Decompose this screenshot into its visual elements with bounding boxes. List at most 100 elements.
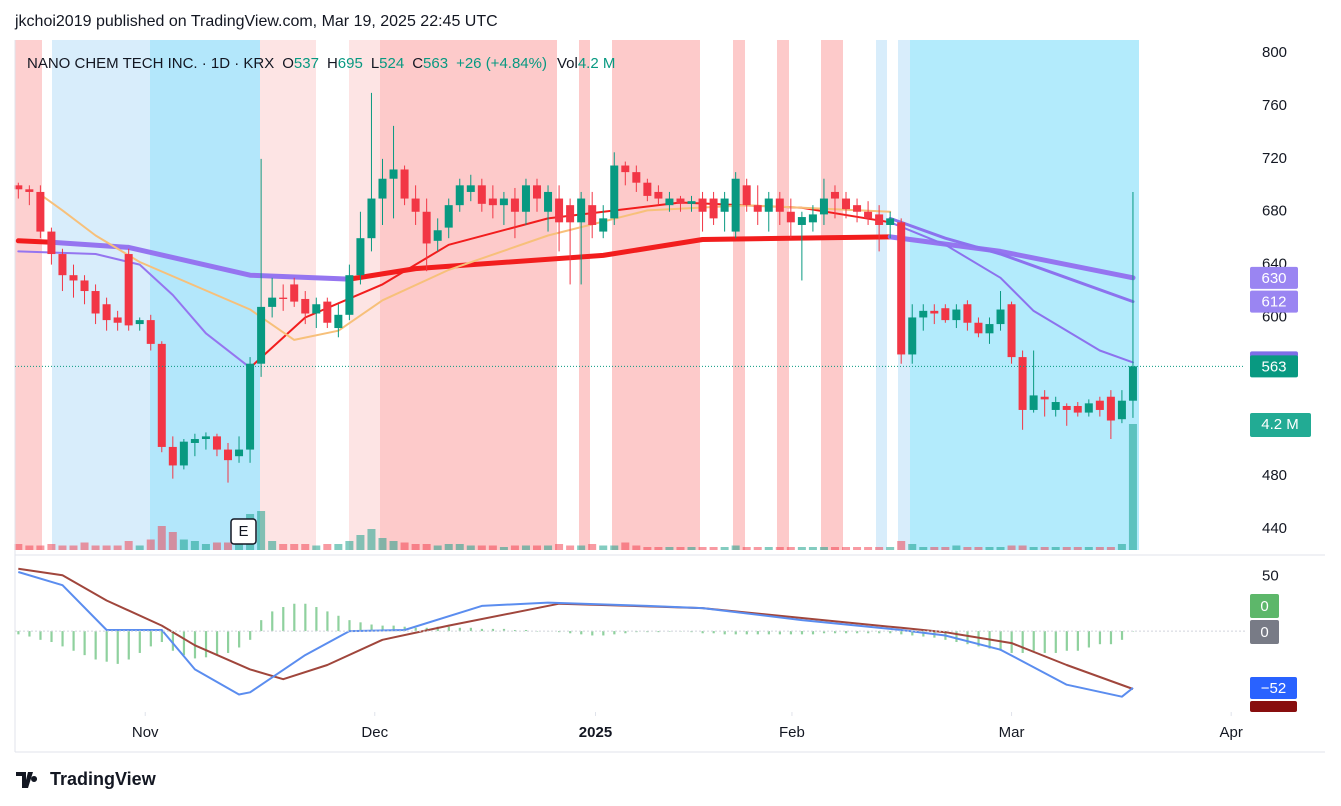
histogram-bar [889,631,892,634]
x-tick-label: Apr [1219,724,1242,741]
candle-body [47,231,56,255]
volume-bar [544,545,553,550]
candle-body [533,185,542,199]
histogram-bar [381,625,384,632]
candle-body [1084,403,1093,413]
candle-body [477,185,486,204]
volume-bar [102,545,111,550]
volume-bar [201,544,210,550]
session-band [349,40,380,550]
histogram-bar [867,631,870,634]
candle-body [621,165,630,173]
volume-bar [1084,547,1093,550]
candle-body [632,172,641,183]
candle-body [996,309,1005,325]
volume-bar [588,544,597,550]
candle-body [1095,400,1104,410]
candle-body [665,198,674,206]
x-tick-label: 2025 [579,724,612,741]
logo [16,772,38,788]
candle-body [676,198,685,204]
candle-body [400,169,409,199]
volume-bar [488,545,497,550]
session-band [612,40,700,550]
volume-bar [334,544,343,550]
volume-label: 4.2 M [1261,416,1299,433]
histogram-bar [955,631,958,643]
volume-bar [698,547,707,550]
candle-body [930,310,939,314]
x-tick-label: Mar [999,724,1025,741]
candle-body [687,201,696,204]
volume-bar [378,538,387,550]
candle-body [753,205,762,212]
ma-label: 630 [1261,270,1286,287]
candle-body [389,169,398,179]
candle-body [290,284,299,302]
volume-bar [632,545,641,550]
volume-bar [1007,545,1016,550]
histogram-bar [72,631,75,651]
volume-bar [47,544,56,550]
change: +26 (+4.84%) [456,55,547,72]
candle-body [941,308,950,321]
histogram-bar [304,603,307,632]
histogram-bar [789,631,793,635]
histogram-bar [833,631,837,634]
candle-body [1018,357,1027,410]
histogram-bar [337,615,340,632]
event-marker-box[interactable] [230,518,257,545]
volume-bar [113,545,122,550]
y-tick-label: 680 [1262,203,1287,220]
volume-bar [521,545,530,550]
volume-bar [555,544,564,550]
candle-body [69,275,78,281]
histogram-bar [767,631,770,635]
histogram-bar [668,631,671,632]
volume-bar [312,545,321,550]
pane-mask [1240,712,1341,724]
volume-bar [830,547,839,550]
histogram-bar [513,629,517,632]
histogram-bar [635,631,638,633]
volume-bar [687,547,696,550]
volume-bar [996,547,1005,550]
symbol: NANO CHEM TECH INC. · 1D · KRX [27,55,274,72]
histogram-bar [238,631,241,648]
histogram-bar [204,631,208,658]
event-marker[interactable]: E [238,523,248,540]
volume-label: Vol [557,55,578,72]
volume-bar [908,544,917,550]
candle-body [323,301,332,323]
candle-body [113,317,122,323]
candle-body [510,198,519,212]
volume-bar [257,511,266,550]
high-label: H [327,55,338,72]
macd-label-box [1250,676,1297,699]
histogram-bar [569,631,572,634]
candle-body [1073,405,1082,413]
session-band [260,40,316,550]
candle-body [521,185,530,212]
volume-bar [643,547,652,550]
volume-bar [91,545,100,550]
candle-body [875,214,884,225]
histogram-bar [271,611,274,632]
candle-body [334,314,343,329]
candle-body [698,198,707,212]
histogram-bar [845,631,848,634]
candle-body [1007,304,1016,358]
y-tick-label: 600 [1262,308,1287,325]
legend: NANO CHEM TECH INC. · 1D · KRX O537 H695 L5… [27,55,615,72]
volume-bar [124,541,133,550]
candle-body [908,317,917,355]
histogram-bar [326,611,329,632]
candle-body [1040,396,1049,400]
histogram-bar [447,626,450,632]
histogram-bar [690,631,693,633]
candle-body [246,363,255,450]
session-bands [15,40,1139,550]
histogram-bar [878,631,881,634]
volume-bar [886,547,895,550]
volume-bar [941,547,950,550]
